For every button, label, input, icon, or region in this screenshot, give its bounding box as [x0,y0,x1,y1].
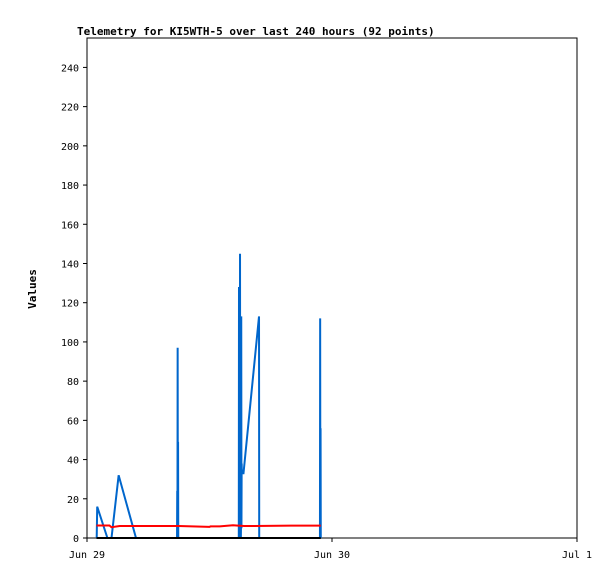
chart-title: Telemetry for KI5WTH-5 over last 240 hou… [77,25,435,38]
plot-area-frame [86,37,578,539]
x-tick-label: Jun 29 [69,550,105,561]
x-tick-label: Jul 1 [562,550,592,561]
y-tick-label: 20 [67,495,79,506]
y-tick-label: 60 [67,416,79,427]
y-tick-label: 0 [73,534,79,545]
y-tick-label: 160 [61,220,79,231]
y-tick-label: 200 [61,142,79,153]
y-tick-label: 140 [61,259,79,270]
y-tick-label: 120 [61,299,79,310]
y-tick-label: 80 [67,377,79,388]
y-axis: 0 20 40 60 80 100 120 140 160 180 200 220 240 [61,63,87,545]
series-line-1 [95,253,322,539]
y-tick-label: 100 [61,338,79,349]
x-tick-label: Jun 30 [314,550,350,561]
y-tick-label: 240 [61,63,79,74]
y-axis-label: Values [26,269,39,309]
y-tick-label: 40 [67,456,79,467]
series-layer [95,253,322,539]
series-line-2 [96,524,321,529]
x-axis: Jun 29 Jun 30 Jul 1 [69,538,592,561]
y-tick-label: 220 [61,103,79,114]
y-tick-label: 180 [61,181,79,192]
